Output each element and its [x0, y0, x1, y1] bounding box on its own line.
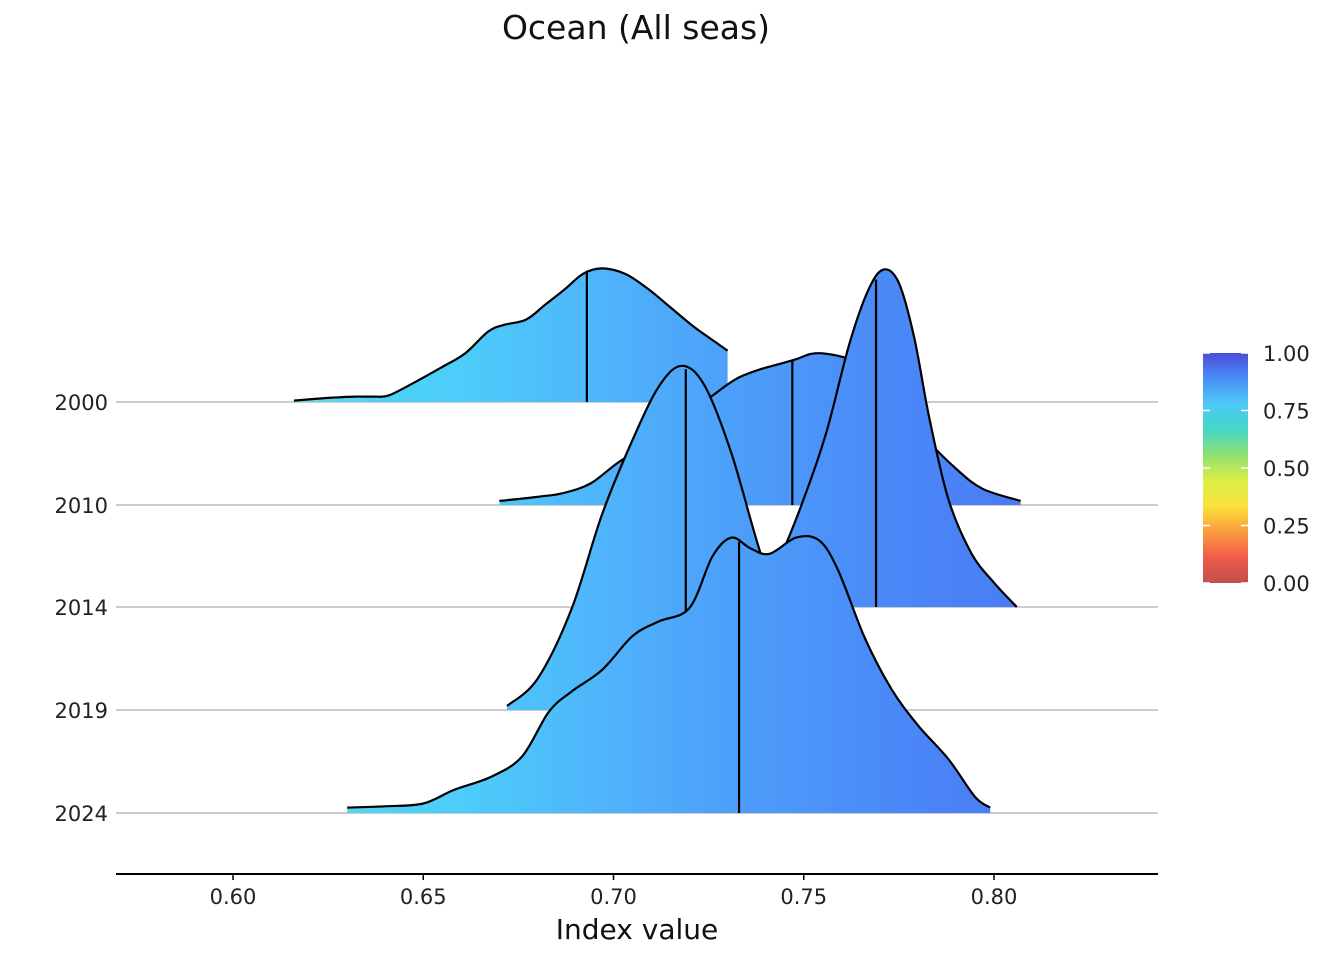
y-tick-label: 2000	[55, 391, 108, 415]
ridge-area-2019	[507, 365, 896, 710]
x-tick-label: 0.70	[590, 885, 637, 909]
ridge-outline-2014	[757, 268, 1018, 608]
x-tick-label: 0.60	[210, 885, 257, 909]
y-tick-label: 2014	[55, 596, 108, 620]
y-tick-label: 2024	[55, 802, 108, 826]
ridge-area-2014	[758, 269, 1017, 607]
x-tick-label: 0.80	[971, 885, 1018, 909]
ridge-area-2024	[347, 536, 991, 813]
ridge-2014	[757, 268, 1018, 608]
ridge-area-2000	[293, 268, 728, 402]
density-ridges	[293, 267, 1021, 813]
legend-tick-label: 0.25	[1263, 515, 1310, 539]
ridge-2000	[293, 267, 729, 402]
x-axis-ticks: 0.60 0.65 0.70 0.75 0.80	[210, 874, 1018, 909]
ridge-2024	[347, 534, 991, 813]
legend-tick-label: 0.00	[1263, 572, 1310, 596]
chart-title: Ocean (All seas)	[502, 8, 770, 47]
legend-tick-label: 0.50	[1263, 457, 1310, 481]
legend-tick-label: 1.00	[1263, 342, 1310, 366]
ridge-outline-2000	[293, 267, 729, 402]
legend-colorbar	[1203, 353, 1248, 583]
x-axis-title: Index value	[556, 913, 718, 946]
ridge-outline-2024	[347, 534, 991, 809]
x-tick-label: 0.75	[780, 885, 827, 909]
y-axis-tick-labels: 2000 2010 2014 2019 2024	[55, 391, 108, 826]
y-tick-label: 2019	[55, 699, 108, 723]
color-legend: 0.00 0.25 0.50 0.75 1.00	[1203, 342, 1310, 596]
legend-tick-label: 0.75	[1263, 400, 1310, 424]
y-tick-label: 2010	[55, 494, 108, 518]
x-tick-label: 0.65	[400, 885, 447, 909]
